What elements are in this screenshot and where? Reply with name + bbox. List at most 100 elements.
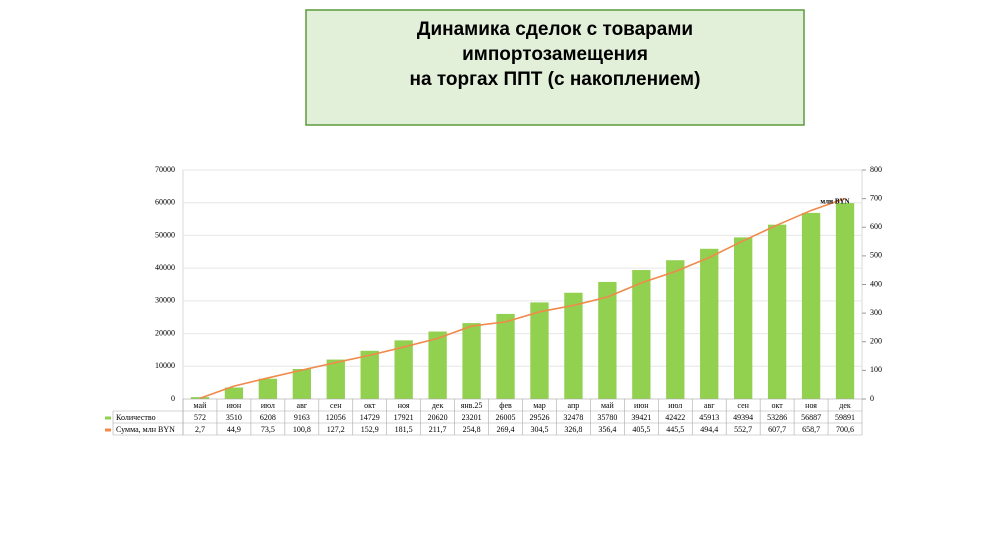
y2-tick-label: 300 <box>870 308 882 317</box>
y2-tick-label: 0 <box>870 394 874 403</box>
bar <box>530 302 549 399</box>
table-value: 658,7 <box>802 425 820 434</box>
x-tick-label: апр <box>568 401 580 410</box>
x-tick-label: мар <box>533 401 546 410</box>
title: Динамика сделок с товарами импортозамещен… <box>410 19 701 90</box>
x-tick-label: янв.25 <box>461 401 483 410</box>
y-tick-label: 20000 <box>155 328 175 337</box>
bar <box>700 248 719 399</box>
table-value: 29526 <box>529 413 549 422</box>
line <box>199 197 846 399</box>
y-tick-label: 70000 <box>155 165 175 174</box>
table-value: 26005 <box>496 413 516 422</box>
y-tick-label: 0 <box>171 394 175 403</box>
bar <box>224 387 244 399</box>
bar <box>564 292 583 399</box>
table-value: 42422 <box>665 413 685 422</box>
y-tick-label: 60000 <box>155 198 175 207</box>
bar <box>428 331 447 399</box>
table-value: 45913 <box>699 413 719 422</box>
table-value: 49394 <box>733 413 753 422</box>
x-tick-label: май <box>601 401 615 410</box>
table-value: 356,4 <box>598 425 616 434</box>
y-tick-label: 40000 <box>155 263 175 272</box>
x-tick-label: июн <box>634 401 649 410</box>
bar <box>462 323 481 399</box>
bar <box>496 313 515 399</box>
y2-tick-label: 700 <box>870 193 882 202</box>
x-tick-label: дек <box>839 401 851 410</box>
x-tick-label: дек <box>432 401 444 410</box>
table-value: 445,5 <box>666 425 684 434</box>
y2-tick-label: 500 <box>870 251 882 260</box>
table-value: 127,2 <box>327 425 345 434</box>
x-tick-label: окт <box>771 401 783 410</box>
bar <box>292 369 311 399</box>
x-tick-label: окт <box>364 401 376 410</box>
legend-label: Количество <box>116 413 156 422</box>
y-tick-label: 10000 <box>155 361 175 370</box>
table-value: 35780 <box>597 413 617 422</box>
table-value: 607,7 <box>768 425 786 434</box>
bar <box>835 203 855 399</box>
table-value: 700,6 <box>836 425 854 434</box>
bar <box>258 378 278 399</box>
x-tick-label: авг <box>297 401 308 410</box>
plot-area <box>182 169 863 400</box>
bar <box>767 224 787 399</box>
table-value: 304,5 <box>530 425 548 434</box>
table-value: 552,7 <box>734 425 752 434</box>
x-tick-label: сен <box>330 401 342 410</box>
title-box <box>305 9 805 126</box>
table-value: 73,5 <box>261 425 275 434</box>
x-tick-label: авг <box>704 401 715 410</box>
table-value: 326,8 <box>564 425 582 434</box>
table-value: 405,5 <box>632 425 650 434</box>
title-line: Динамика сделок с товарами <box>417 19 693 40</box>
table-value: 20620 <box>428 413 448 422</box>
title-line: импортозамещения <box>462 44 648 65</box>
bar <box>598 281 617 399</box>
table-value: 32478 <box>563 413 583 422</box>
table-value: 100,8 <box>293 425 311 434</box>
table-value: 14729 <box>360 413 380 422</box>
bar <box>394 340 413 399</box>
x-tick-label: май <box>194 401 208 410</box>
table-value: 2,7 <box>195 425 205 434</box>
table-value: 269,4 <box>497 425 515 434</box>
y2-tick-label: 400 <box>870 279 882 288</box>
table-value: 23201 <box>462 413 482 422</box>
table-value: 56887 <box>801 413 821 422</box>
table-value: 6208 <box>260 413 276 422</box>
bar <box>801 212 821 399</box>
table-value: 17921 <box>394 413 414 422</box>
table-value: 9163 <box>294 413 310 422</box>
table-value: 211,7 <box>429 425 447 434</box>
table-value: 254,8 <box>463 425 481 434</box>
table-value: 152,9 <box>361 425 379 434</box>
x-tick-label: июл <box>261 401 275 410</box>
y-tick-label: 50000 <box>155 230 175 239</box>
bar <box>360 350 379 399</box>
y2-tick-label: 600 <box>870 222 882 231</box>
x-tick-label: июн <box>227 401 242 410</box>
table-value: 181,5 <box>395 425 413 434</box>
bar <box>326 359 345 399</box>
y2-tick-label: 200 <box>870 337 882 346</box>
annotation: млн BYN <box>820 198 849 206</box>
y-tick-label: 30000 <box>155 296 175 305</box>
bar <box>666 260 685 399</box>
x-tick-label: ноя <box>398 401 410 410</box>
x-tick-label: фев <box>499 401 512 410</box>
table-value: 3510 <box>226 413 242 422</box>
table-value: 59891 <box>835 413 855 422</box>
bar <box>734 237 753 399</box>
table-value: 39421 <box>631 413 651 422</box>
x-tick-label: сен <box>737 401 749 410</box>
table-value: 494,4 <box>700 425 718 434</box>
table-value: 53286 <box>767 413 787 422</box>
title-line: на торгах ППТ (с накоплением) <box>410 69 701 90</box>
table-value: 12056 <box>326 413 346 422</box>
x-tick-label: ноя <box>805 401 817 410</box>
